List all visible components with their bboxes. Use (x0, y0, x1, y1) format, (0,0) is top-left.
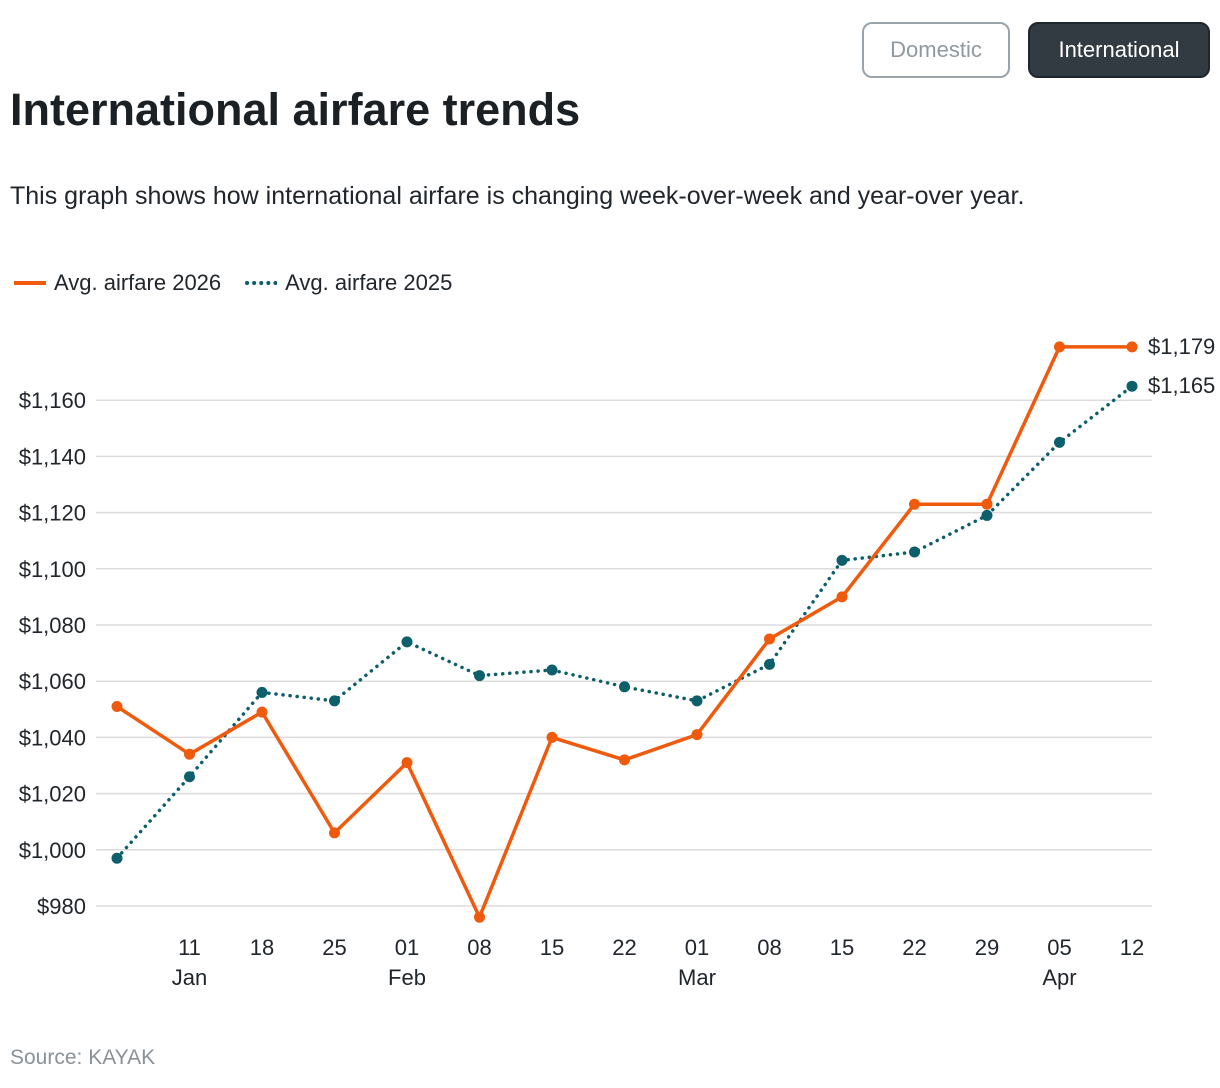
data-point-2026 (981, 498, 993, 510)
chart-subtitle: This graph shows how international airfa… (10, 182, 1025, 210)
data-point-2026 (619, 754, 630, 766)
end-value-label-2026: $1,179 (1148, 334, 1215, 359)
y-tick-label: $1,060 (19, 669, 86, 694)
data-point-2025 (256, 686, 268, 698)
x-tick-label: 05 (1047, 935, 1071, 960)
data-point-2025 (111, 852, 123, 864)
data-point-2026 (546, 731, 558, 743)
x-tick-label: 12 (1120, 935, 1144, 960)
legend-label-2026: Avg. airfare 2026 (54, 270, 222, 295)
x-tick-label: 22 (612, 935, 636, 960)
x-tick-label: 11 (178, 935, 201, 960)
data-point-2026 (329, 827, 340, 839)
x-tick-label: 01 (685, 935, 709, 960)
data-point-2025 (401, 636, 413, 648)
data-point-2025 (691, 695, 703, 707)
y-tick-label: $1,040 (19, 725, 86, 750)
x-tick-label: 15 (540, 935, 564, 960)
y-tick-label: $1,020 (19, 782, 86, 807)
x-month-label: Mar (678, 965, 716, 990)
data-point-2026 (256, 706, 268, 718)
data-point-2026 (764, 633, 775, 645)
line-chart: $980 $1,000 $1,020 $1,040 $1,060 $1,080 $1,100… (19, 334, 1216, 990)
data-point-2025 (909, 546, 920, 558)
legend-label-2025: Avg. airfare 2025 (285, 270, 453, 295)
dotted-line-icon (245, 281, 278, 285)
y-tick-label: $980 (37, 894, 86, 919)
chart-title: International airfare trends (10, 84, 581, 135)
series-line-2025 (115, 384, 1134, 860)
data-point-2026 (184, 748, 195, 760)
x-month-label: Jan (172, 965, 207, 990)
y-tick-label: $1,140 (19, 444, 86, 469)
international-button[interactable]: International (1028, 22, 1210, 78)
solid-line-icon (14, 281, 46, 285)
x-tick-label: 25 (322, 935, 346, 960)
y-tick-label: $1,160 (19, 388, 86, 413)
data-point-2025 (764, 658, 775, 670)
data-point-2026 (909, 498, 920, 510)
domestic-button[interactable]: Domestic (862, 22, 1010, 78)
data-point-2025 (619, 681, 630, 693)
data-point-2026 (691, 729, 703, 741)
data-point-2025 (474, 670, 485, 682)
region-toggle: Domestic International (862, 22, 1210, 78)
y-tick-label: $1,120 (19, 501, 86, 526)
data-point-2026 (836, 591, 848, 603)
series-line-2026 (115, 345, 1134, 919)
data-point-2025 (546, 664, 558, 676)
legend-item-2026[interactable]: Avg. airfare 2026 (14, 270, 221, 296)
x-tick-label: 01 (395, 935, 419, 960)
y-tick-label: $1,100 (19, 557, 86, 582)
y-tick-label: $1,080 (19, 613, 86, 638)
data-point-2025 (836, 554, 848, 566)
data-point-2026 (1126, 341, 1138, 353)
x-tick-label: 29 (975, 935, 999, 960)
data-point-2026 (401, 757, 413, 769)
end-value-label-2025: $1,165 (1148, 373, 1215, 398)
x-tick-label: 08 (467, 935, 491, 960)
data-point-2025 (1054, 436, 1065, 448)
data-point-2025 (184, 771, 195, 783)
data-point-2026 (474, 911, 485, 923)
x-tick-label: 22 (902, 935, 926, 960)
data-point-2026 (111, 700, 123, 712)
data-point-2025 (981, 509, 993, 521)
data-point-2025 (329, 695, 340, 707)
source-note: Source: KAYAK (10, 1046, 156, 1069)
data-point-2025 (1126, 380, 1138, 392)
legend: Avg. airfare 2026 Avg. airfare 2025 (14, 270, 452, 296)
x-tick-label: 15 (830, 935, 854, 960)
x-tick-label: 18 (250, 935, 274, 960)
x-month-label: Apr (1042, 965, 1076, 990)
y-tick-label: $1,000 (19, 838, 86, 863)
data-point-2026 (1054, 341, 1065, 353)
x-tick-label: 08 (757, 935, 781, 960)
x-month-label: Feb (388, 965, 426, 990)
legend-item-2025[interactable]: Avg. airfare 2025 (245, 270, 452, 296)
